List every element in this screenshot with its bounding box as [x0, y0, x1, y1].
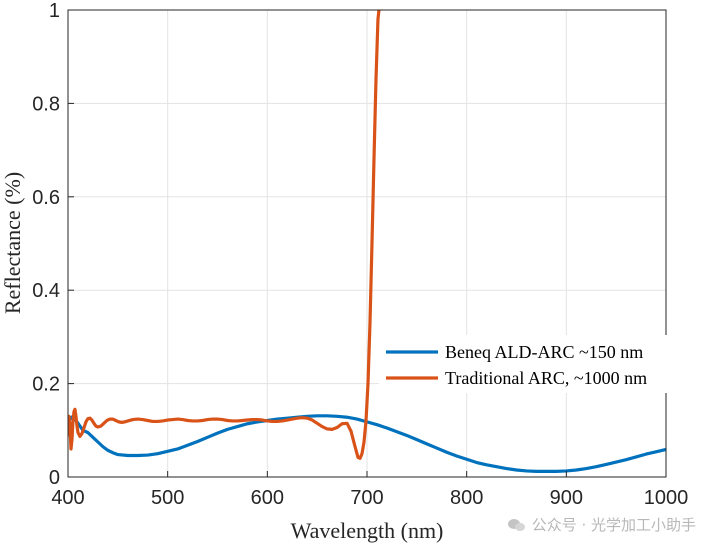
legend-label-2: Traditional ARC, ~1000 nm: [445, 368, 647, 388]
legend-label-1: Beneq ALD-ARC ~150 nm: [445, 342, 643, 362]
watermark: 公众号 · 光学加工小助手: [507, 514, 696, 535]
chat-bubble-icon: [507, 518, 526, 532]
watermark-text: 公众号 · 光学加工小助手: [531, 516, 696, 534]
x-tick-label: 400: [51, 487, 84, 509]
x-axis-label: Wavelength (nm): [291, 518, 444, 543]
series-line-2: [68, 10, 381, 460]
y-axis-label: Reflectance (%): [0, 172, 25, 314]
y-tick-label: 1: [49, 0, 60, 22]
series-line-1: [68, 414, 666, 473]
x-tick-label: 800: [450, 487, 483, 509]
legend-box: [379, 335, 718, 393]
series-layer: [68, 10, 666, 473]
x-tick-label: 900: [550, 487, 583, 509]
x-tick-label: 500: [151, 487, 184, 509]
x-axis: 400 500 600 700 800 900 1000: [51, 471, 688, 509]
x-tick-label: 1000: [644, 487, 689, 509]
y-tick-label: 0: [49, 467, 60, 489]
legend: Beneq ALD-ARC ~150 nm Traditional ARC, ~1…: [379, 335, 718, 393]
y-tick-label: 0.6: [32, 187, 60, 209]
x-tick-label: 700: [350, 487, 383, 509]
x-tick-label: 600: [251, 487, 284, 509]
y-tick-label: 0.4: [32, 280, 60, 302]
y-axis: 0 0.2 0.4 0.6 0.8 1: [32, 0, 74, 489]
y-tick-label: 0.2: [32, 374, 60, 396]
y-tick-label: 0.8: [32, 93, 60, 115]
